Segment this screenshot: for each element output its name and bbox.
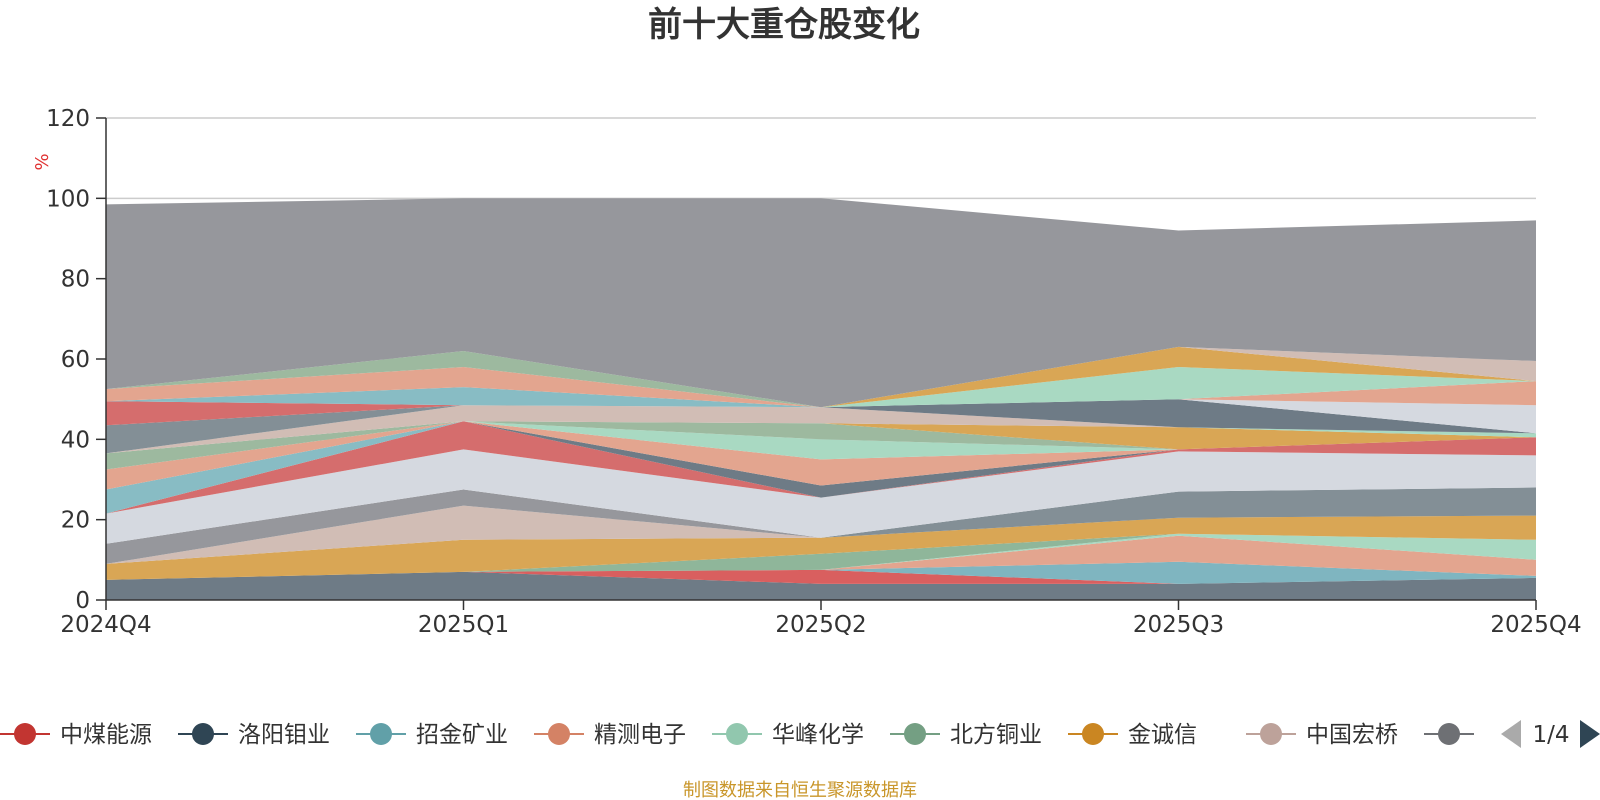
y-tick-label-20: 20	[61, 508, 90, 534]
area-layer-11	[106, 421, 1536, 514]
legend-marker	[1260, 723, 1282, 745]
source-note: 制图数据来自恒生聚源数据库	[683, 780, 917, 800]
legend-item-5[interactable]: 北方铜业	[890, 722, 1042, 748]
area-layer-5	[106, 533, 1536, 580]
legend-label: 中煤能源	[60, 722, 152, 748]
y-tick-label-0: 0	[75, 588, 90, 614]
legend-item-4[interactable]: 华峰化学	[712, 722, 864, 748]
legend-prev-arrow-icon[interactable]	[1501, 720, 1521, 748]
legend-item-7[interactable]: 中国宏桥	[1246, 722, 1398, 748]
legend: 中煤能源 洛阳钼业 招金矿业 精测电子 华峰化学 北方铜业 金诚信 中国宏桥 云铝股份	[0, 722, 1576, 748]
area-layer-22	[106, 399, 1536, 434]
y-tick-label-120: 120	[46, 106, 90, 132]
legend-marker	[1082, 723, 1104, 745]
area-layer-13	[106, 421, 1536, 514]
area-layer-27	[106, 367, 1536, 408]
area-layer-12	[106, 421, 1536, 514]
x-tick-label-3: 2025Q3	[1133, 612, 1224, 638]
y-axis-ticks: 0 20 40 60 80 100 120	[46, 106, 106, 614]
x-tick-label-1: 2025Q1	[418, 612, 509, 638]
area-layer-31	[106, 198, 1536, 408]
legend-marker	[548, 723, 570, 745]
area-layer-0	[106, 571, 1536, 600]
area-layer-20	[106, 405, 1536, 454]
y-tick-label-60: 60	[61, 347, 90, 373]
legend-item-6[interactable]: 金诚信	[1068, 722, 1197, 748]
area-layer-3	[106, 535, 1536, 580]
legend-marker	[370, 723, 392, 745]
y-tick-label-40: 40	[61, 427, 90, 453]
legend-label: 中国宏桥	[1306, 722, 1398, 748]
area-layer-18	[106, 421, 1536, 454]
legend-items: 中煤能源 洛阳钼业 招金矿业 精测电子 华峰化学 北方铜业 金诚信 中国宏桥 云铝股份	[0, 722, 1576, 748]
chart-title: 前十大重仓股变化	[648, 5, 920, 45]
area-layer-17	[106, 421, 1536, 470]
area-layer-29	[106, 346, 1536, 408]
legend-marker	[14, 723, 36, 745]
x-axis-ticks: 2024Q4 2025Q1 2025Q2 2025Q3 2025Q4	[60, 600, 1582, 638]
area-layer-4	[106, 533, 1536, 580]
legend-item-2[interactable]: 招金矿业	[356, 722, 508, 748]
y-tick-label-80: 80	[61, 267, 90, 293]
legend-label: 华峰化学	[772, 722, 864, 748]
legend-item-1[interactable]: 洛阳钼业	[178, 722, 330, 748]
legend-marker	[726, 723, 748, 745]
legend-label: 洛阳钼业	[238, 722, 330, 748]
legend-pager: 1/4	[1501, 720, 1600, 748]
legend-item-0[interactable]: 中煤能源	[0, 722, 152, 748]
legend-label: 精测电子	[594, 722, 686, 748]
x-tick-label-0: 2024Q4	[60, 612, 151, 638]
y-axis-label: %	[32, 153, 53, 170]
x-tick-label-4: 2025Q4	[1490, 612, 1581, 638]
legend-marker	[904, 723, 926, 745]
x-tick-label-2: 2025Q2	[775, 612, 866, 638]
legend-page-indicator: 1/4	[1532, 722, 1569, 748]
area-layer-1	[106, 569, 1536, 584]
legend-label: 招金矿业	[416, 722, 508, 748]
area-layer-28	[106, 351, 1536, 408]
y-tick-label-100: 100	[46, 186, 90, 212]
area-layer-7	[106, 505, 1536, 564]
legend-marker	[192, 723, 214, 745]
area-layer-2	[106, 561, 1536, 584]
area-layer-25	[106, 387, 1536, 408]
legend-label: 北方铜业	[950, 722, 1042, 748]
legend-item-3[interactable]: 精测电子	[534, 722, 686, 748]
legend-marker	[1438, 723, 1460, 745]
area-layer-26	[106, 367, 1536, 408]
legend-label: 金诚信	[1128, 722, 1197, 748]
area-series	[106, 198, 1536, 600]
legend-next-arrow-icon[interactable]	[1580, 720, 1600, 748]
area-layer-6	[106, 515, 1536, 580]
legend-item-8[interactable]: 云铝股份	[1424, 722, 1576, 748]
area-layer-10	[106, 449, 1536, 544]
area-layer-15	[106, 421, 1536, 490]
area-layer-9	[106, 487, 1536, 544]
